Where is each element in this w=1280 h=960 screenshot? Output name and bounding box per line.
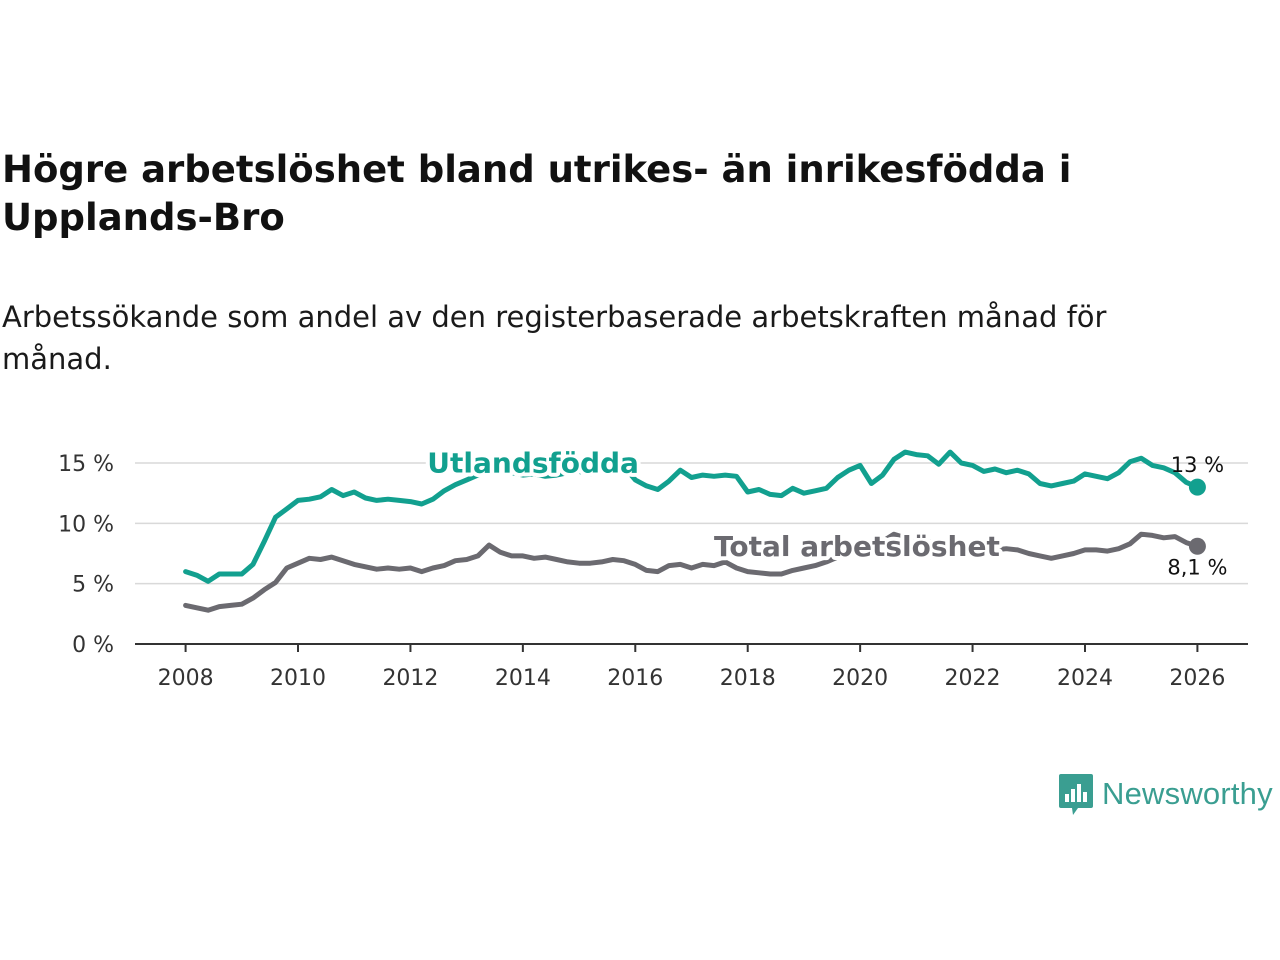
series-label-total-arbetsl-shet: Total arbetslöshet: [714, 530, 1000, 563]
x-axis: 2008 2010 2012 2014 2016 2018 2020 2022 2024 2026: [135, 643, 1248, 691]
x-tick-label: 2020: [832, 666, 888, 691]
end-point-total-arbetsl-shet: [1188, 537, 1206, 555]
x-tick-label: 2018: [720, 666, 776, 691]
end-point-utlandsf-dda: [1188, 478, 1206, 496]
y-tick-label: 15 %: [58, 452, 114, 477]
y-tick-label: 5 %: [72, 573, 114, 598]
series-label-utlandsf-dda: Utlandsfödda: [427, 447, 639, 480]
newsworthy-logo-icon: [1059, 774, 1093, 815]
series-line-utlandsf-dda: [183, 449, 1200, 584]
chart-title: Högre arbetslöshet bland utrikes- än inr…: [2, 148, 1072, 239]
x-tick-label: 2026: [1169, 666, 1225, 691]
end-value-label: 13 %: [1171, 453, 1224, 477]
x-tick-label: 2012: [382, 666, 438, 691]
x-tick-label: 2022: [945, 666, 1001, 691]
y-tick-label: 0 %: [72, 633, 114, 658]
brand-name: Newsworthy: [1102, 776, 1273, 811]
x-tick-label: 2024: [1057, 666, 1113, 691]
y-axis-ticks: 0 % 5 % 10 % 15 %: [58, 452, 114, 658]
series-line-total-arbetsl-shet: [183, 531, 1200, 613]
x-tick-label: 2008: [158, 666, 214, 691]
x-tick-label: 2016: [607, 666, 663, 691]
line-chart: 0 %5 %10 %15 % 2008 2010 2012 2014 2016 2018 2…: [58, 443, 1248, 691]
newsworthy-brand[interactable]: Newsworthy: [1058, 772, 1273, 816]
grid-lines: [135, 462, 1248, 585]
series-group: [183, 449, 1206, 613]
x-tick-label: 2010: [270, 666, 326, 691]
series-labels: 13 % Utlandsfödda 8,1 % Total arbetslöshet: [423, 443, 1227, 580]
x-tick-label: 2014: [495, 666, 551, 691]
end-value-label: 8,1 %: [1167, 555, 1227, 579]
chart-subtitle: Arbetssökande som andel av den registerb…: [2, 300, 1107, 376]
y-tick-label: 10 %: [58, 512, 114, 537]
